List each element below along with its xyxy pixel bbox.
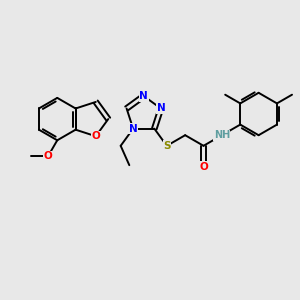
Text: N: N	[140, 91, 148, 101]
Text: NH: NH	[214, 130, 230, 140]
Text: N: N	[157, 103, 165, 113]
Text: O: O	[199, 162, 208, 172]
Text: S: S	[163, 141, 171, 151]
Text: O: O	[92, 131, 100, 141]
Text: O: O	[44, 152, 52, 161]
Text: N: N	[129, 124, 137, 134]
